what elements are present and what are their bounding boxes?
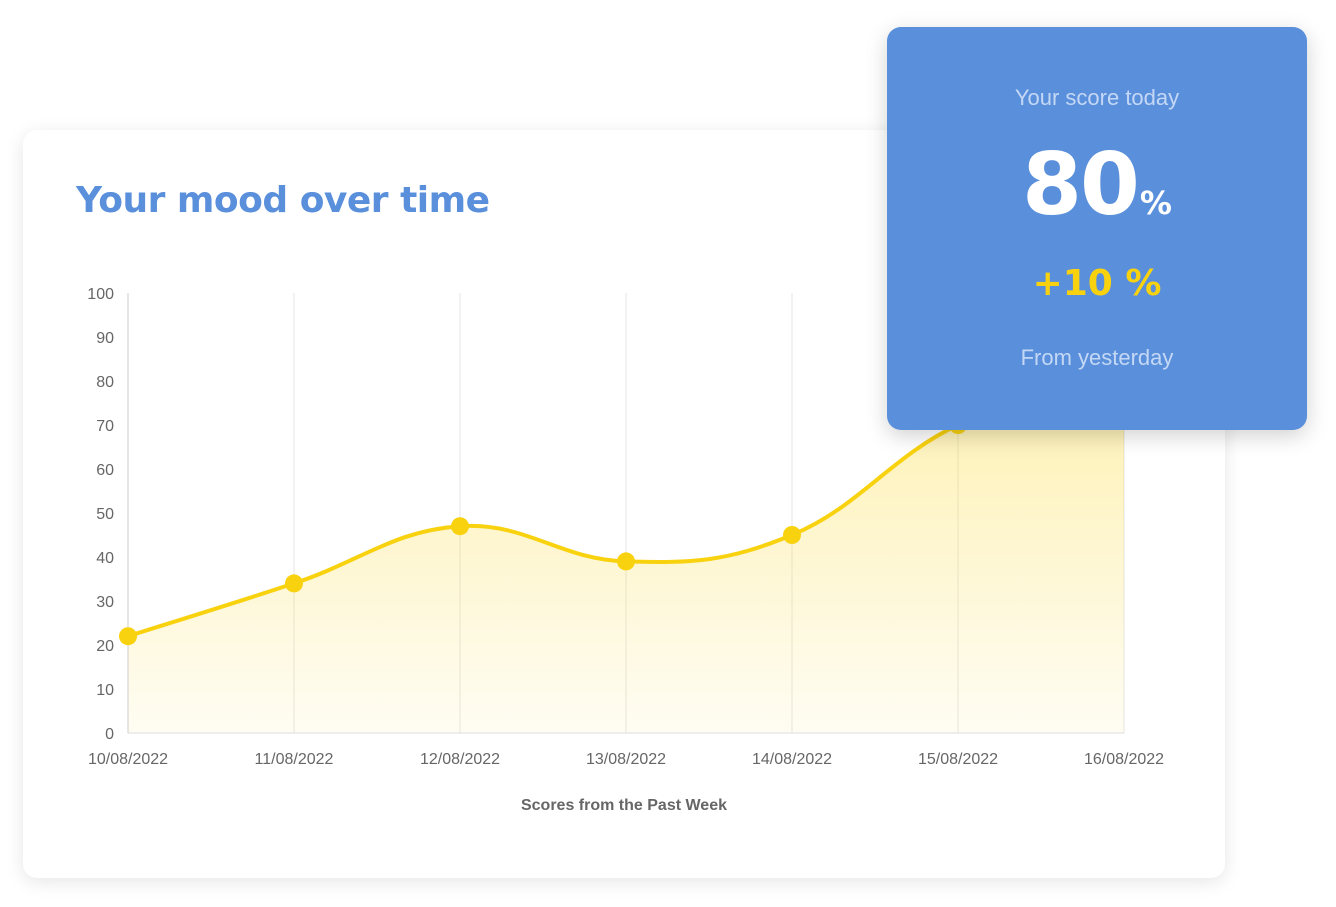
chart-axes — [127, 293, 1124, 734]
data-point[interactable] — [783, 526, 801, 544]
y-tick-label: 100 — [87, 286, 114, 303]
x-tick-label: 10/08/2022 — [88, 751, 168, 768]
score-change: +10 % — [1032, 263, 1162, 304]
series-area — [128, 381, 1124, 733]
y-tick-label: 30 — [96, 594, 114, 611]
x-tick-label: 11/08/2022 — [255, 751, 334, 768]
data-point[interactable] — [451, 517, 469, 536]
y-tick-label: 60 — [96, 462, 114, 479]
x-tick-label: 12/08/2022 — [420, 751, 500, 768]
data-point[interactable] — [285, 574, 303, 593]
y-tick-label: 20 — [96, 638, 114, 655]
y-tick-label: 40 — [96, 550, 114, 567]
y-tick-label: 80 — [96, 374, 114, 391]
y-tick-label: 90 — [96, 330, 114, 347]
x-tick-label: 16/08/2022 — [1084, 751, 1164, 768]
x-tick-label: 15/08/2022 — [918, 751, 998, 768]
card-title: Your mood over time — [76, 180, 490, 221]
data-point[interactable] — [617, 552, 635, 571]
x-tick-labels: 10/08/2022 11/08/2022 12/08/2022 13/08/2022… — [88, 751, 1164, 768]
score-value: 80 — [1022, 135, 1140, 235]
chart-area-fill — [128, 381, 1124, 733]
score-footer: From yesterday — [1020, 345, 1174, 370]
score-heading: Your score today — [1014, 85, 1180, 110]
y-tick-label: 70 — [96, 418, 114, 435]
y-tick-label: 10 — [96, 682, 114, 699]
y-tick-label: 0 — [105, 726, 114, 743]
y-tick-labels: 0 10 20 30 40 50 60 70 80 90 100 — [87, 286, 114, 743]
data-point[interactable] — [119, 627, 137, 646]
x-tick-label: 14/08/2022 — [752, 751, 832, 768]
x-tick-label: 13/08/2022 — [586, 751, 666, 768]
score-unit: % — [1139, 184, 1172, 222]
y-tick-label: 50 — [96, 506, 114, 523]
score-today-panel: Your score today 80% +10 % From yesterda… — [887, 27, 1307, 430]
x-axis-title: Scores from the Past Week — [521, 797, 727, 814]
score-value-group: 80% — [887, 135, 1307, 235]
